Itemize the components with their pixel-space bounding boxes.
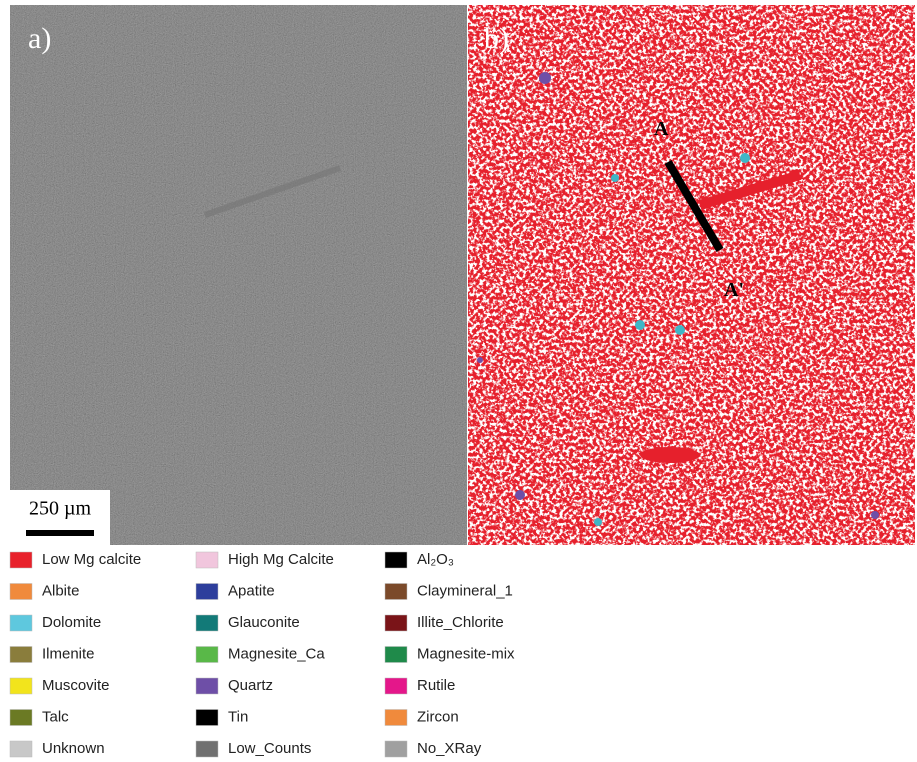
panel-label: a) <box>28 22 51 55</box>
legend-label: Low Mg calcite <box>42 551 141 568</box>
legend-label: Unknown <box>42 740 105 757</box>
legend-label: Magnesite-mix <box>417 645 515 662</box>
panel-b: b) A A' <box>468 5 915 545</box>
legend-swatch <box>196 647 218 663</box>
legend-label: Dolomite <box>42 614 101 631</box>
legend-label: No_XRay <box>417 740 482 757</box>
legend-swatch <box>10 647 32 663</box>
legend-swatch <box>385 647 407 663</box>
legend-label: Magnesite_Ca <box>228 645 325 662</box>
legend-swatch <box>385 678 407 694</box>
legend-label: Ilmenite <box>42 645 95 662</box>
line-label: A <box>654 118 669 140</box>
legend-swatch <box>385 741 407 757</box>
legend-swatch <box>196 552 218 568</box>
legend-swatch <box>10 552 32 568</box>
legend-label: High Mg Calcite <box>228 551 334 568</box>
legend-swatch <box>196 678 218 694</box>
legend-swatch <box>196 615 218 631</box>
line-label: A' <box>724 279 744 301</box>
legend-label: Claymineral_1 <box>417 582 513 599</box>
legend-swatch <box>10 615 32 631</box>
legend-label: Low_Counts <box>228 740 311 757</box>
legend-label: Albite <box>42 582 80 599</box>
legend-swatch <box>10 741 32 757</box>
panel-label: b) <box>484 22 509 55</box>
legend-label: Zircon <box>417 708 459 725</box>
scale-bar-label: 250 µm <box>29 498 92 520</box>
legend-swatch <box>10 710 32 726</box>
legend-swatch <box>385 584 407 600</box>
legend-label: Tin <box>228 708 248 725</box>
legend-swatch <box>385 552 407 568</box>
legend-label: Al₂O₃ <box>417 551 454 568</box>
legend-label: Talc <box>42 708 69 725</box>
legend-label: Rutile <box>417 677 455 694</box>
legend-swatch <box>10 678 32 694</box>
legend-label: Glauconite <box>228 614 300 631</box>
figure: a) 250 µm b) A A' Low Mg calcite High Mg … <box>0 0 917 762</box>
legend-swatch <box>385 615 407 631</box>
legend-swatch <box>196 584 218 600</box>
legend: Low Mg calcite High Mg Calcite Al₂O₃ Albite… <box>10 551 515 757</box>
legend-swatch <box>196 710 218 726</box>
legend-swatch <box>385 710 407 726</box>
legend-swatch <box>196 741 218 757</box>
legend-swatch <box>10 584 32 600</box>
legend-label: Illite_Chlorite <box>417 614 504 631</box>
panel-a: a) 250 µm <box>10 5 467 545</box>
legend-label: Muscovite <box>42 677 110 694</box>
legend-label: Quartz <box>228 677 273 694</box>
legend-label: Apatite <box>228 582 275 599</box>
